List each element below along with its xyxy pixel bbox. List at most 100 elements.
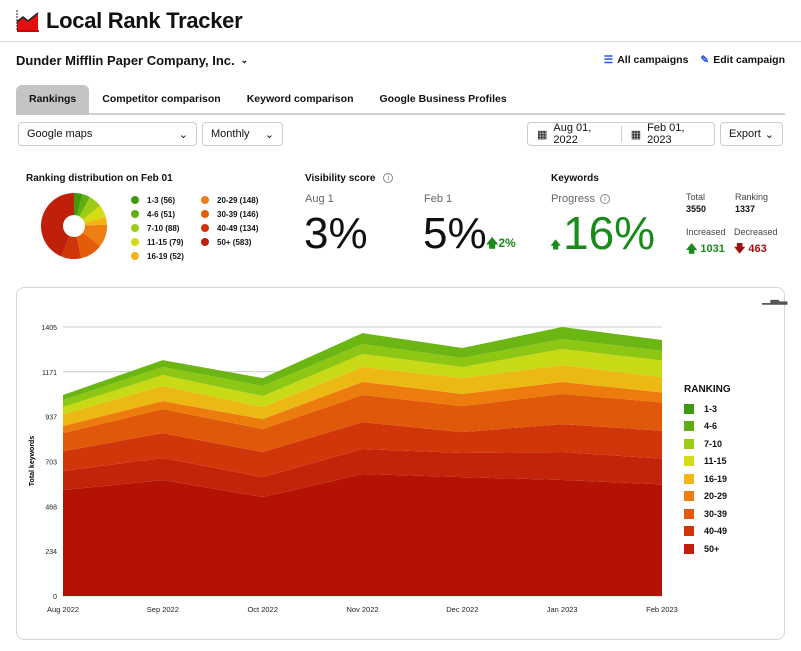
- period-value: Monthly: [211, 128, 250, 140]
- tab-rankings[interactable]: Rankings: [16, 85, 90, 115]
- donut-slice[interactable]: [61, 236, 82, 259]
- chevron-down-icon: ⌄: [264, 128, 274, 141]
- source-select[interactable]: Google maps ⌄: [18, 122, 197, 146]
- legend-label: 20-29 (148): [217, 195, 259, 205]
- distribution-legend-item: 40-49 (134): [201, 221, 281, 235]
- arrow-up-icon: 🡅: [550, 239, 562, 251]
- distribution-legend-item: 20-29 (148): [201, 193, 281, 207]
- chart-legend-item[interactable]: 20-29: [684, 488, 731, 506]
- legend-label: 16-19: [704, 473, 728, 484]
- x-tick-label: Feb 2023: [646, 605, 678, 614]
- y-axis-label: Total keywords: [29, 436, 36, 487]
- x-tick-label: Nov 2022: [346, 605, 378, 614]
- decreased-label: Decreased: [734, 227, 778, 237]
- x-tick-label: Aug 2022: [47, 605, 79, 614]
- area-series-7-10[interactable]: [63, 349, 662, 415]
- distribution-legend-item: 7-10 (88): [131, 221, 201, 235]
- increased-label: Increased: [686, 227, 726, 237]
- legend-label: 1-3 (56): [147, 195, 176, 205]
- legend-label: 40-49: [704, 526, 728, 537]
- pencil-icon: ✎: [700, 54, 710, 66]
- donut-slice[interactable]: [82, 224, 107, 247]
- legend-label: 30-39: [704, 508, 728, 519]
- calendar-icon: ▦: [537, 128, 548, 141]
- area-series-4-6[interactable]: [63, 339, 662, 408]
- ranking-label: Ranking: [735, 192, 769, 202]
- ranking-value: 1337: [735, 204, 756, 214]
- chevron-down-icon: ⌄: [764, 128, 774, 141]
- increased-row: 🡅 1031: [686, 240, 725, 259]
- area-series-50+[interactable]: [63, 474, 662, 596]
- chart-legend-item[interactable]: 50+: [684, 540, 731, 558]
- y-tick-label: 937: [45, 415, 57, 422]
- y-tick-label: 703: [45, 459, 57, 466]
- all-campaigns-link[interactable]: ☰ All campaigns: [604, 54, 689, 66]
- distribution-legend-item: 30-39 (146): [201, 207, 281, 221]
- area-series-40-49[interactable]: [63, 448, 662, 498]
- distribution-legend: 1-3 (56) 4-6 (51) 7-10 (88) 11-15 (79) 16-19…: [131, 193, 281, 263]
- donut-slice[interactable]: [76, 232, 101, 259]
- export-label: Export: [729, 128, 761, 140]
- y-tick-label: 468: [45, 504, 57, 511]
- legend-label: 7-10 (88): [147, 223, 180, 233]
- x-tick-label: Dec 2022: [446, 605, 478, 614]
- y-tick-label: 0: [53, 594, 57, 601]
- donut-slice[interactable]: [82, 205, 106, 223]
- area-series-30-39[interactable]: [63, 422, 662, 478]
- visibility-start-value: 3%: [304, 209, 368, 258]
- area-series-20-29[interactable]: [63, 394, 662, 453]
- tab-bar: Rankings Competitor comparison Keyword c…: [16, 85, 785, 115]
- export-button[interactable]: Export ⌄: [720, 122, 783, 146]
- progress-label: Progress: [551, 193, 596, 205]
- y-tick-label: 1405: [41, 325, 57, 332]
- legend-swatch: [684, 456, 694, 467]
- start-date-button[interactable]: ▦ Aug 01, 2022: [528, 122, 621, 146]
- legend-label: 50+ (583): [217, 237, 252, 247]
- info-icon[interactable]: i: [600, 194, 611, 204]
- chart-type-icon[interactable]: ▁▃▂: [762, 293, 788, 305]
- area-series-16-19[interactable]: [63, 381, 662, 434]
- legend-label: 11-15: [704, 456, 727, 467]
- legend-dot: [201, 196, 209, 204]
- legend-swatch: [684, 543, 694, 554]
- visibility-end-label: Feb 1: [424, 193, 453, 205]
- tab-competitor-comparison[interactable]: Competitor comparison: [102, 93, 221, 105]
- chart-legend-item[interactable]: 40-49: [684, 523, 731, 541]
- chart-legend-item[interactable]: 7-10: [684, 435, 731, 453]
- donut-slice[interactable]: [84, 216, 107, 226]
- edit-campaign-link[interactable]: ✎ Edit campaign: [700, 54, 785, 66]
- donut-slice[interactable]: [74, 193, 83, 216]
- donut-slice[interactable]: [41, 193, 74, 257]
- chevron-down-icon: ⌄: [178, 128, 188, 141]
- distribution-legend-item: 11-15 (79): [131, 235, 201, 249]
- area-series-11-15[interactable]: [63, 365, 662, 426]
- end-date-button[interactable]: ▦ Feb 01, 2023: [622, 122, 714, 146]
- chart-legend-item[interactable]: 1-3: [684, 400, 731, 418]
- legend-title: RANKING: [684, 384, 731, 395]
- end-date: Feb 01, 2023: [647, 122, 685, 146]
- chart-legend-item[interactable]: 4-6: [684, 418, 731, 436]
- calendar-icon: ▦: [630, 128, 642, 141]
- tab-keyword-comparison[interactable]: Keyword comparison: [246, 93, 354, 105]
- arrow-up-icon: 🡅: [686, 243, 701, 255]
- campaign-name: Dunder Mifflin Paper Company, Inc.: [16, 53, 235, 68]
- legend-dot: [131, 224, 139, 232]
- progress-value: 16%: [563, 207, 656, 259]
- distribution-legend-item: 1-3 (56): [131, 193, 201, 207]
- tab-google-business-profiles[interactable]: Google Business Profiles: [379, 93, 507, 105]
- info-icon[interactable]: i: [383, 173, 394, 183]
- chart-legend-item[interactable]: 30-39: [684, 505, 731, 523]
- chart-legend-item[interactable]: 11-15: [684, 453, 731, 471]
- period-select[interactable]: Monthly ⌄: [202, 122, 283, 146]
- donut-slice[interactable]: [76, 194, 90, 217]
- chart-legend-item[interactable]: 16-19: [684, 470, 731, 488]
- donut-slice[interactable]: [79, 197, 101, 220]
- area-series-1-3[interactable]: [63, 327, 662, 401]
- legend-label: 40-49 (134): [217, 223, 259, 233]
- legend-label: 11-15 (79): [147, 237, 184, 247]
- start-date: Aug 01, 2022: [553, 122, 592, 146]
- campaign-selector[interactable]: Dunder Mifflin Paper Company, Inc. ⌄: [16, 53, 248, 68]
- legend-swatch: [684, 491, 694, 502]
- legend-swatch: [684, 473, 694, 484]
